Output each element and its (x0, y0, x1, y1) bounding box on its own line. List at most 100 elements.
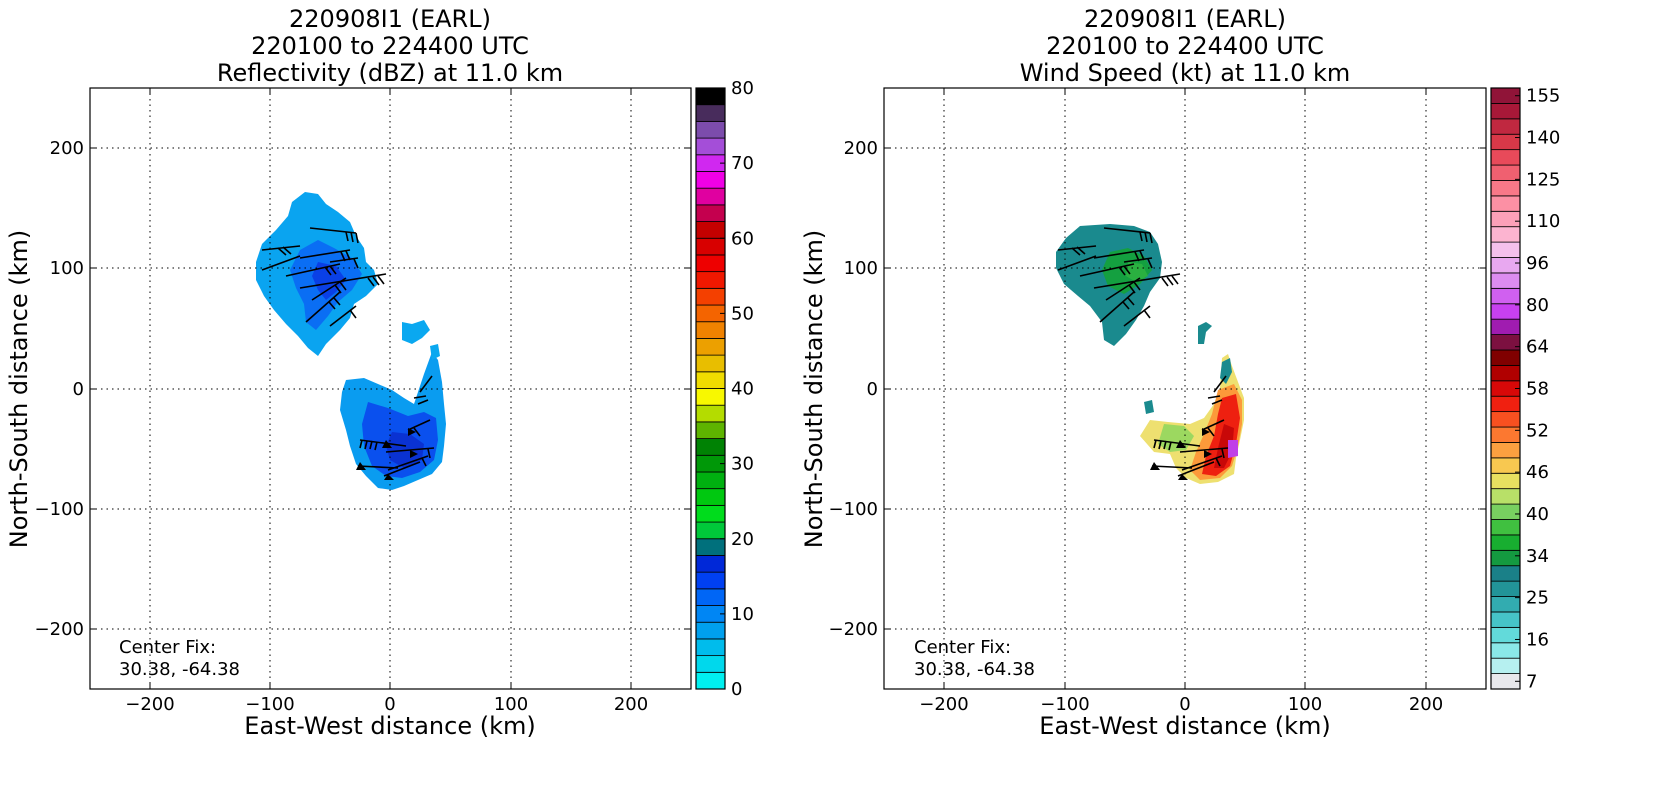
reflectivity-colorbar-swatch (695, 237, 726, 256)
wind-colorbar-swatch (1490, 334, 1521, 351)
wind-colorbar-tick-label: 110 (1526, 211, 1560, 232)
wind-barb-flags (1150, 428, 1212, 480)
wind-colorbar-swatch (1490, 457, 1521, 474)
reflectivity-colorbar-swatch (695, 204, 726, 222)
reflectivity-colorbar-swatch (695, 555, 726, 573)
reflectivity-colorbar-tick-label: 70 (731, 153, 754, 174)
wind-center-fix-value: 30.38, -64.38 (914, 659, 1035, 680)
wind-colorbar-tick-label: 58 (1526, 379, 1549, 400)
reflectivity-colorbar-tick-label: 0 (731, 679, 742, 700)
wind-colorbar-swatch (1490, 164, 1521, 181)
wind-colorbar-swatch (1490, 180, 1521, 197)
wind-ytick-label: 0 (867, 379, 878, 400)
wind-colorbar-swatch (1490, 303, 1521, 320)
wind-speed-panel: 220908I1 (EARL) 220100 to 224400 UTC Win… (800, 5, 1560, 740)
wind-colorbar-tick-label: 34 (1526, 546, 1549, 567)
reflectivity-colorbar-swatch (695, 655, 726, 673)
wind-ytick-label: 200 (844, 138, 878, 159)
reflectivity-colorbar-tick-label: 80 (731, 78, 754, 99)
reflectivity-colorbar-swatch (695, 571, 726, 590)
reflectivity-title-line-3: Reflectivity (dBZ) at 11.0 km (217, 59, 563, 87)
wind-colorbar-swatch (1490, 503, 1521, 520)
wind-colorbar-swatch (1490, 318, 1521, 335)
wind-colorbar: 7 16 25 34 40 46 52 58 64 80 96 110 125 140 155 (1490, 86, 1560, 692)
wind-colorbar-swatch (1490, 488, 1521, 505)
wind-colorbar-swatch (1490, 257, 1521, 274)
reflectivity-colorbar-swatch (695, 404, 726, 423)
reflectivity-center-fix-value: 30.38, -64.38 (119, 659, 240, 680)
wind-north-band-green2 (1126, 262, 1148, 282)
wind-colorbar-tick-label: 16 (1526, 629, 1549, 650)
wind-colorbar-swatch (1490, 195, 1521, 212)
reflectivity-colorbar-swatch (695, 104, 726, 122)
reflectivity-colorbar-tick-label: 30 (731, 454, 754, 475)
reflectivity-colorbar-swatch (695, 354, 726, 373)
wind-colorbar-swatch (1490, 611, 1521, 628)
wind-colorbar-swatch (1490, 657, 1521, 674)
wind-grid (884, 88, 1486, 689)
reflectivity-colorbar-swatch (695, 271, 726, 289)
wind-colorbar-swatch (1490, 272, 1521, 289)
wind-colorbar-tick-label: 140 (1526, 128, 1560, 149)
wind-xtick-label: 100 (1288, 694, 1322, 715)
reflectivity-colorbar-swatch (695, 87, 726, 106)
wind-colorbar-swatch (1490, 472, 1521, 490)
reflectivity-tick-marks (90, 88, 691, 689)
reflectivity-colorbar-swatch (695, 388, 726, 406)
reflectivity-colorbar-swatch (695, 371, 726, 389)
wind-south-light-green (1158, 424, 1194, 452)
reflectivity-colorbar-tick-label: 50 (731, 303, 754, 324)
reflectivity-small-blob (430, 344, 440, 360)
reflectivity-colorbar-swatch (695, 621, 726, 640)
reflectivity-north-blob (402, 320, 430, 344)
reflectivity-plot-area (90, 88, 691, 689)
reflectivity-ytick-label: 200 (50, 138, 84, 159)
wind-title-line-1: 220908I1 (EARL) (1084, 5, 1286, 33)
reflectivity-colorbar-swatch (695, 671, 726, 690)
wind-colorbar-swatch (1490, 103, 1521, 120)
wind-south-purple (1228, 440, 1238, 458)
wind-colorbar-swatch (1490, 519, 1521, 536)
wind-colorbar-tick-label: 125 (1526, 169, 1560, 190)
reflectivity-grid (90, 88, 691, 689)
reflectivity-ylabel: North-South distance (km) (5, 230, 33, 549)
wind-ytick-label: −100 (829, 499, 878, 520)
reflectivity-ytick-label: 100 (50, 258, 84, 279)
wind-colorbar-swatch (1490, 565, 1521, 582)
reflectivity-xlabel: East-West distance (km) (244, 712, 535, 740)
wind-colorbar-tick-label: 7 (1526, 671, 1537, 692)
reflectivity-colorbar-tick-label: 40 (731, 379, 754, 400)
wind-colorbar-swatch (1490, 287, 1521, 305)
reflectivity-xtick-label: 100 (494, 694, 528, 715)
wind-colorbar-swatch (1490, 442, 1521, 459)
wind-colorbar-swatch (1490, 395, 1521, 413)
wind-colorbar-swatch (1490, 534, 1521, 551)
wind-west-blob (1144, 400, 1154, 414)
wind-colorbar-swatch (1490, 133, 1521, 151)
wind-wind-barbs (1057, 227, 1229, 477)
reflectivity-title-line-2: 220100 to 224400 UTC (251, 32, 529, 60)
wind-title-line-3: Wind Speed (kt) at 11.0 km (1020, 59, 1351, 87)
wind-colorbar-tick-label: 25 (1526, 588, 1549, 609)
wind-ylabel: North-South distance (km) (800, 230, 828, 549)
reflectivity-colorbar-tick-label: 60 (731, 228, 754, 249)
wind-xtick-label: −200 (919, 694, 968, 715)
wind-ytick-label: −200 (829, 619, 878, 640)
wind-colorbar-swatch (1490, 642, 1521, 659)
reflectivity-colorbar-swatch (695, 287, 726, 306)
wind-colorbar-swatch (1490, 149, 1521, 166)
wind-colorbar-swatch (1490, 210, 1521, 228)
reflectivity-colorbar-swatch (695, 588, 726, 606)
reflectivity-colorbar-swatch (695, 521, 726, 540)
wind-colorbar-tick-label: 40 (1526, 504, 1549, 525)
wind-colorbar-swatch (1490, 364, 1521, 382)
wind-xtick-label: 200 (1409, 694, 1443, 715)
reflectivity-colorbar-swatch (695, 504, 726, 523)
wind-ytick-label: 100 (844, 258, 878, 279)
wind-colorbar-swatch (1490, 549, 1521, 567)
reflectivity-panel: 220908I1 (EARL) 220100 to 224400 UTC Ref… (5, 5, 754, 740)
wind-colorbar-swatch (1490, 580, 1521, 597)
reflectivity-colorbar-tick-label: 20 (731, 529, 754, 550)
reflectivity-north-band-core (312, 262, 346, 300)
wind-colorbar-tick-label: 64 (1526, 337, 1549, 358)
